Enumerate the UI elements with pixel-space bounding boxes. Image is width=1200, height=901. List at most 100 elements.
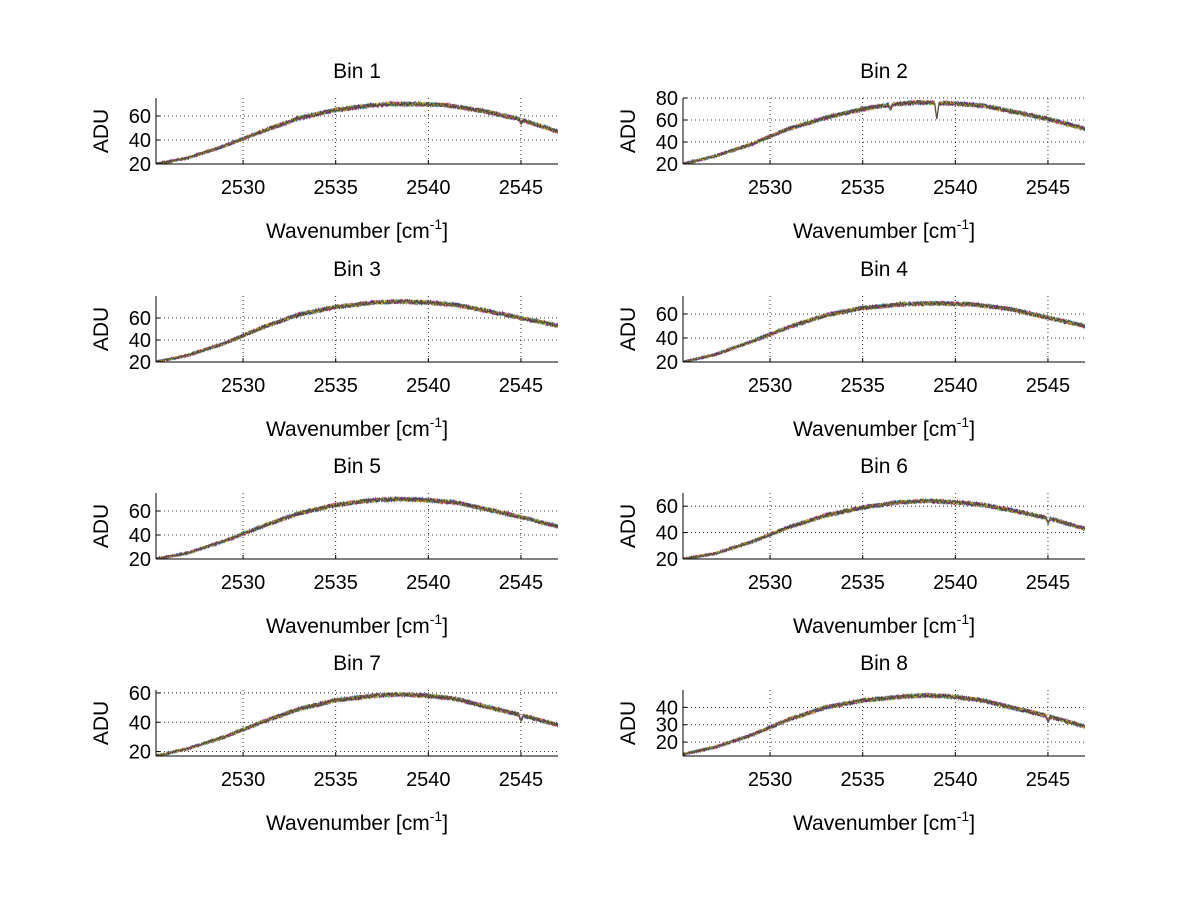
- y-tick-label: 60: [129, 683, 151, 705]
- chart-title: Bin 8: [860, 652, 908, 675]
- y-tick-label: 20: [656, 549, 678, 571]
- x-tick-label: 2530: [748, 572, 793, 594]
- series-group: [156, 298, 558, 362]
- series-group: [683, 497, 1085, 559]
- x-tick-label: 2535: [313, 769, 358, 791]
- x-tick-label: 2545: [499, 375, 544, 397]
- series-line-7: [156, 298, 558, 362]
- x-tick-label: 2545: [499, 177, 544, 199]
- chart-title: Bin 2: [860, 60, 908, 83]
- x-tick-label: 2540: [406, 375, 451, 397]
- y-axis-label: ADU: [90, 307, 113, 351]
- x-axis-label: Wavenumber [cm-1]: [266, 216, 448, 243]
- y-axis-label: ADU: [617, 307, 640, 351]
- x-axis-label: Wavenumber [cm-1]: [793, 611, 975, 638]
- y-tick-label: 60: [129, 106, 151, 128]
- series-line-7: [156, 100, 558, 164]
- y-tick-label: 40: [129, 525, 151, 547]
- y-axis-label: ADU: [90, 109, 113, 153]
- x-tick-label: 2545: [1026, 177, 1071, 199]
- x-tick-label: 2540: [933, 375, 978, 397]
- plot-area: [683, 98, 1085, 164]
- y-tick-label: 40: [656, 697, 678, 719]
- chart-title: Bin 7: [333, 652, 381, 675]
- x-axis-label: Wavenumber [cm-1]: [266, 611, 448, 638]
- y-tick-label: 20: [656, 732, 678, 754]
- y-axis-label: ADU: [617, 504, 640, 548]
- x-tick-label: 2530: [221, 572, 266, 594]
- subplot-bin-6: 2530 2535 2540 2545 20 40 60 Bin 6 Wavenumber [c…: [617, 455, 1085, 638]
- y-tick-label: 40: [129, 130, 151, 152]
- x-tick-label: 2530: [221, 177, 266, 199]
- series-group: [683, 691, 1085, 756]
- x-tick-label: 2535: [840, 177, 885, 199]
- chart-title: Bin 1: [333, 60, 381, 83]
- x-tick-label: 2535: [313, 177, 358, 199]
- y-tick-label: 60: [656, 304, 678, 326]
- chart-title: Bin 4: [860, 258, 908, 281]
- plot-area: [156, 296, 558, 362]
- x-tick-label: 2540: [933, 177, 978, 199]
- y-tick-label: 40: [656, 523, 678, 545]
- series-group: [683, 99, 1085, 164]
- y-tick-label: 60: [129, 501, 151, 523]
- x-tick-label: 2535: [840, 769, 885, 791]
- x-tick-label: 2540: [933, 572, 978, 594]
- y-tick-label: 40: [656, 328, 678, 350]
- chart-title: Bin 3: [333, 258, 381, 281]
- y-tick-label: 60: [129, 308, 151, 330]
- y-tick-label: 20: [656, 154, 678, 176]
- plot-area: [156, 98, 558, 164]
- series-group: [683, 299, 1085, 362]
- y-axis-label: ADU: [617, 701, 640, 745]
- x-axis-label: Wavenumber [cm-1]: [793, 216, 975, 243]
- y-tick-label: 20: [129, 154, 151, 176]
- x-tick-label: 2530: [748, 375, 793, 397]
- y-tick-label: 60: [656, 110, 678, 132]
- series-line-7: [683, 99, 1085, 164]
- y-tick-label: 30: [656, 715, 678, 737]
- y-tick-label: 20: [129, 549, 151, 571]
- x-tick-label: 2540: [406, 572, 451, 594]
- x-tick-label: 2530: [748, 769, 793, 791]
- y-tick-label: 40: [656, 132, 678, 154]
- series-line-7: [683, 300, 1085, 362]
- x-tick-label: 2540: [933, 769, 978, 791]
- x-axis-label: Wavenumber [cm-1]: [266, 414, 448, 441]
- y-tick-label: 60: [656, 496, 678, 518]
- plot-area: [156, 690, 558, 756]
- subplot-bin-7: 2530 2535 2540 2545 20 40 60 Bin 7 Wavenumber [c…: [90, 652, 558, 835]
- x-tick-label: 2530: [221, 375, 266, 397]
- y-axis-label: ADU: [90, 504, 113, 548]
- series-group: [156, 495, 558, 559]
- y-tick-label: 40: [129, 330, 151, 352]
- y-axis-label: ADU: [617, 109, 640, 153]
- series-line-7: [156, 691, 558, 756]
- x-tick-label: 2535: [840, 572, 885, 594]
- x-tick-label: 2530: [221, 769, 266, 791]
- x-axis-label: Wavenumber [cm-1]: [793, 808, 975, 835]
- x-tick-label: 2535: [313, 375, 358, 397]
- x-tick-label: 2530: [748, 177, 793, 199]
- x-axis-label: Wavenumber [cm-1]: [793, 414, 975, 441]
- chart-title: Bin 5: [333, 455, 381, 478]
- series-line-7: [683, 692, 1085, 756]
- x-tick-label: 2545: [1026, 572, 1071, 594]
- chart-title: Bin 6: [860, 455, 908, 478]
- x-tick-label: 2540: [406, 769, 451, 791]
- x-axis-label: Wavenumber [cm-1]: [266, 808, 448, 835]
- x-tick-label: 2545: [1026, 769, 1071, 791]
- y-tick-label: 40: [129, 712, 151, 734]
- y-tick-label: 20: [656, 352, 678, 374]
- x-tick-label: 2545: [499, 572, 544, 594]
- series-line-7: [156, 495, 558, 559]
- y-tick-label: 20: [129, 352, 151, 374]
- series-group: [156, 691, 558, 756]
- y-tick-label: 80: [656, 88, 678, 110]
